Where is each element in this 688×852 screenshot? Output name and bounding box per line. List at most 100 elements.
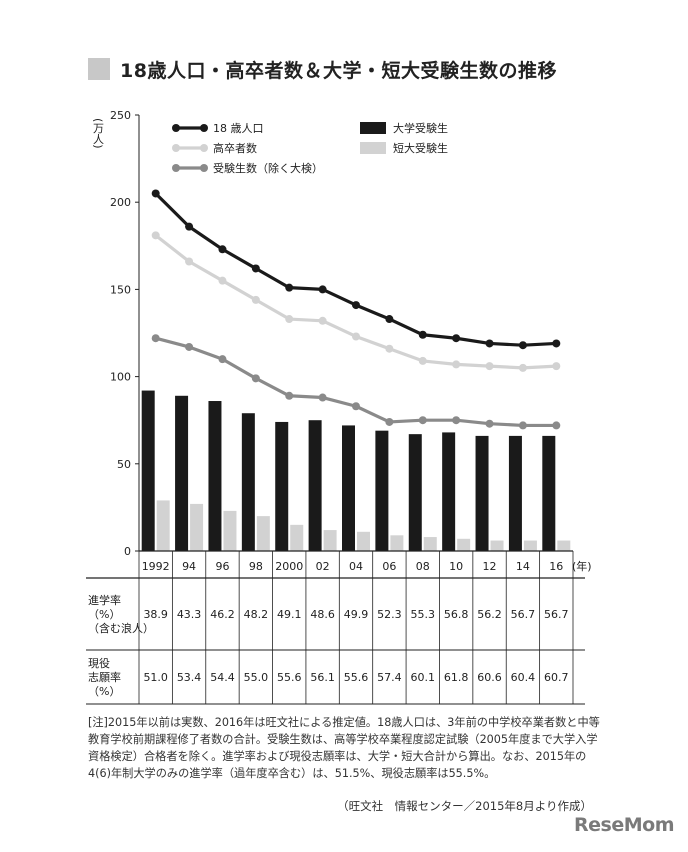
legend-point-swatch [172, 144, 180, 152]
bar-junior-college [457, 538, 471, 551]
series-point-2 [385, 417, 394, 426]
table-cell: 46.2 [210, 608, 235, 621]
table-cell: 48.6 [310, 608, 335, 621]
table-cell: 43.3 [177, 608, 202, 621]
series-point-1 [185, 257, 194, 266]
bar-university [542, 435, 556, 551]
table-cell: 56.7 [511, 608, 536, 621]
series-point-0 [485, 339, 494, 348]
legend-point-swatch [172, 164, 180, 172]
legend-bar-swatch [360, 122, 386, 134]
bar-university [442, 432, 456, 551]
table-row-label: （%） [88, 685, 120, 698]
bar-university [275, 421, 289, 551]
table-cell: 49.9 [344, 608, 369, 621]
y-tick-label: 250 [110, 109, 131, 122]
bar-university [208, 401, 222, 551]
bar-university [241, 413, 255, 551]
series-point-1 [251, 295, 260, 304]
y-tick-label: 100 [110, 371, 131, 384]
series-point-0 [452, 334, 461, 343]
resemom-logo: ReseMom [574, 814, 674, 836]
bar-junior-college [390, 535, 404, 551]
bar-junior-college [223, 510, 237, 551]
table-cell: 60.1 [411, 671, 436, 684]
series-point-0 [318, 285, 327, 294]
table-cell: 48.2 [244, 608, 269, 621]
table-cell: 57.4 [377, 671, 402, 684]
series-point-0 [552, 339, 561, 348]
legend-label: 高卒者数 [213, 141, 257, 155]
series-point-0 [418, 330, 427, 339]
title-text: 18歳人口・高卒者数＆大学・短大受験生数の推移 [120, 59, 557, 82]
bar-university [475, 435, 489, 551]
table-cell: 60.6 [477, 671, 502, 684]
legend-point-swatch [172, 124, 180, 132]
x-tick-label: 08 [416, 560, 430, 573]
bar-junior-college [156, 500, 170, 551]
table-cell: 55.6 [277, 671, 302, 684]
series-point-1 [452, 360, 461, 369]
series-point-0 [185, 222, 194, 231]
bar-university [375, 430, 389, 551]
table-cell: 52.3 [377, 608, 402, 621]
series-point-0 [151, 189, 160, 198]
bar-junior-college [357, 531, 370, 551]
y-axis-unit: (万人) [92, 118, 105, 149]
series-point-2 [552, 421, 561, 430]
y-tick-label: 150 [110, 283, 131, 296]
bar-junior-college [256, 516, 270, 551]
x-axis-unit: (年) [572, 559, 592, 573]
series-point-2 [251, 374, 260, 383]
table-cell: 60.4 [511, 671, 536, 684]
series-point-0 [218, 245, 227, 254]
x-tick-label: 16 [549, 560, 563, 573]
title-marker [88, 58, 110, 80]
series-point-1 [285, 315, 294, 324]
legend-label: 短大受験生 [393, 141, 448, 155]
series-point-1 [151, 231, 160, 240]
table-cell: 51.0 [143, 671, 168, 684]
bar-university [175, 395, 189, 551]
x-tick-label: 06 [382, 560, 396, 573]
table-cell: 56.1 [310, 671, 335, 684]
legend-point-swatch [200, 164, 208, 172]
series-point-1 [318, 316, 327, 325]
legend-label: 受験生数（除く大検） [213, 161, 323, 175]
bar-university [508, 435, 522, 551]
bar-university [141, 390, 155, 551]
series-point-1 [518, 363, 527, 372]
bar-junior-college [290, 524, 304, 551]
legend-bar-swatch [360, 142, 386, 154]
bar-junior-college [423, 537, 437, 551]
bar-junior-college [323, 530, 337, 551]
bar-junior-college [523, 540, 537, 551]
table-cell: 56.7 [544, 608, 569, 621]
series-line-0 [154, 192, 557, 347]
table-cell: 61.8 [444, 671, 469, 684]
series-point-0 [352, 301, 360, 310]
table-row-label: 現役 [88, 656, 110, 670]
series-point-0 [251, 264, 260, 273]
series-point-1 [385, 344, 394, 353]
series-point-2 [485, 419, 494, 428]
series-point-2 [151, 334, 160, 343]
series-point-0 [385, 315, 394, 324]
x-tick-label: 98 [249, 560, 263, 573]
table-cell: 38.9 [143, 608, 168, 621]
table-cell: 60.7 [544, 671, 569, 684]
x-tick-label: 02 [316, 560, 330, 573]
bar-university [308, 420, 322, 551]
series-point-2 [352, 402, 360, 411]
series-point-1 [552, 362, 561, 371]
series-point-2 [418, 416, 427, 425]
series-point-2 [285, 391, 294, 400]
x-tick-label: 2000 [275, 560, 303, 573]
series-point-2 [452, 416, 461, 425]
table-cell: 55.6 [344, 671, 369, 684]
legend-point-swatch [200, 124, 208, 132]
series-point-2 [518, 421, 527, 430]
series-point-0 [285, 283, 294, 292]
series-point-2 [218, 355, 227, 364]
bar-university [408, 434, 422, 551]
